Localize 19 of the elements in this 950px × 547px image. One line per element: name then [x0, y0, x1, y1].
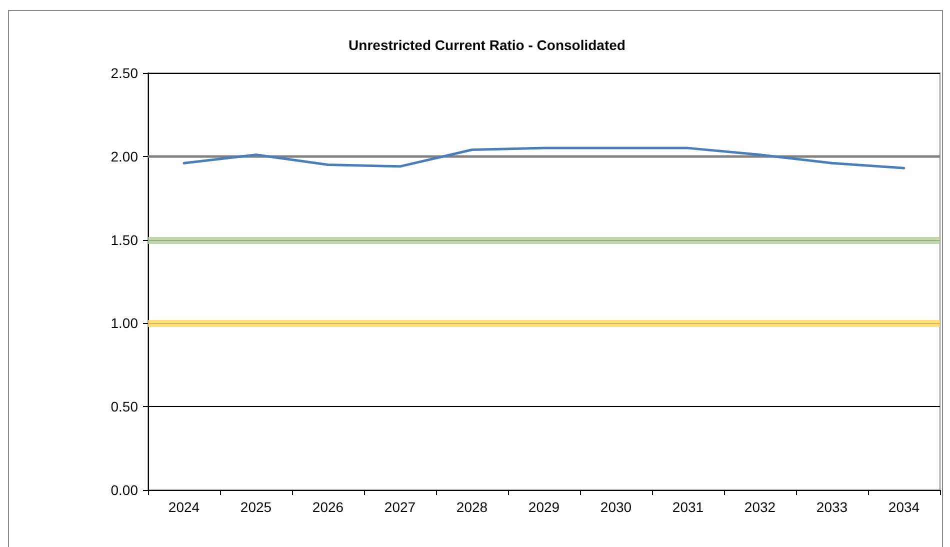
x-tick-label: 2031: [672, 499, 704, 515]
y-tick-label: 0.50: [110, 398, 138, 415]
x-tick-label: 2032: [744, 499, 776, 515]
chart-title: Unrestricted Current Ratio - Consolidated: [348, 37, 626, 53]
y-tick-label: 1.00: [110, 315, 138, 332]
y-tick-label: 0.00: [110, 482, 138, 498]
line-series: [182, 146, 906, 170]
x-tick-label: 2030: [600, 499, 632, 515]
x-tick-label: 2026: [312, 499, 344, 515]
y-tick-label: 1.50: [110, 232, 138, 248]
y-tick-label: 2.50: [110, 65, 138, 81]
x-tick-label: 2025: [240, 499, 272, 515]
y-tick-label: 2.00: [110, 148, 138, 164]
x-tick-label: 2033: [816, 499, 848, 515]
x-tick-label: 2027: [384, 499, 416, 515]
x-tick-label: 2034: [888, 499, 920, 515]
x-tick-label: 2024: [168, 499, 200, 515]
x-tick-label: 2028: [456, 499, 488, 515]
x-tick-label: 2029: [528, 499, 560, 515]
